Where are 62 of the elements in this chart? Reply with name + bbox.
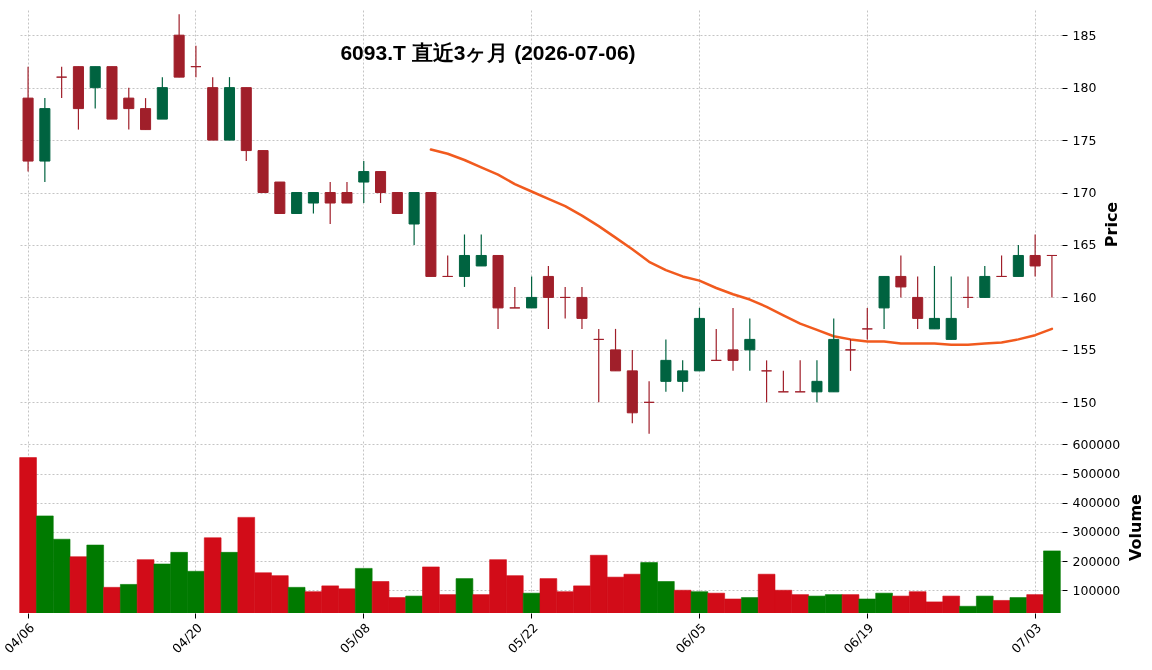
candlestick xyxy=(727,307,739,372)
candlestick xyxy=(391,192,403,215)
y-tick-label: 100000 xyxy=(1072,582,1121,598)
candlestick xyxy=(895,254,907,299)
candlestick xyxy=(542,265,554,330)
candlestick xyxy=(710,328,722,361)
candlestick xyxy=(442,254,454,278)
y-tick-label: 165 xyxy=(1072,237,1097,253)
y-tick-label: 170 xyxy=(1072,185,1097,201)
candlestick xyxy=(358,160,370,204)
candlestick xyxy=(89,66,101,110)
candlestick xyxy=(744,317,756,372)
candlestick xyxy=(677,359,689,393)
candlestick xyxy=(140,97,152,131)
candlestick xyxy=(375,170,387,204)
candlestick xyxy=(559,286,571,320)
candlestick xyxy=(593,328,605,403)
candlestick xyxy=(291,192,303,215)
candlestick xyxy=(341,181,353,204)
y-axis-title: Price xyxy=(1102,201,1122,248)
candlestick xyxy=(123,87,135,131)
y-tick-label: 600000 xyxy=(1072,437,1121,452)
candlestick xyxy=(190,45,202,78)
candlestick xyxy=(458,233,470,288)
candlestick xyxy=(979,265,991,299)
candlestick xyxy=(324,181,336,225)
y-axis-title: Volume xyxy=(1126,493,1146,561)
y-tick-label: 185 xyxy=(1072,27,1097,43)
y-tick-label: 300000 xyxy=(1072,524,1121,540)
candlestick xyxy=(811,359,823,403)
candlestick xyxy=(962,275,974,309)
candlestick xyxy=(576,286,588,330)
y-tick-label: 175 xyxy=(1072,132,1097,148)
candlestick xyxy=(794,359,806,393)
y-tick-label: 200000 xyxy=(1072,553,1121,569)
candlestick xyxy=(761,359,773,403)
y-tick-label: 500000 xyxy=(1072,466,1121,482)
line-series xyxy=(429,148,1054,346)
candlestick xyxy=(56,66,68,99)
candlestick xyxy=(1046,254,1058,299)
candlestick xyxy=(660,338,672,393)
candlestick xyxy=(844,338,857,372)
y-tick-label: 180 xyxy=(1072,80,1097,96)
candlestick xyxy=(1012,244,1024,278)
y-tick-label: 400000 xyxy=(1072,495,1121,511)
candlestick xyxy=(996,254,1008,278)
candlestick xyxy=(1029,233,1041,278)
candlestick xyxy=(307,191,319,215)
candlestick xyxy=(610,328,622,372)
candlestick xyxy=(912,275,924,330)
y-tick-label: 160 xyxy=(1072,289,1097,305)
candlestick xyxy=(526,275,538,309)
candlestick xyxy=(928,265,940,330)
candlestick xyxy=(861,307,873,340)
candlestick xyxy=(945,275,957,340)
y-tick-label: 155 xyxy=(1072,342,1097,358)
candlestick xyxy=(643,380,655,435)
text: 6093.T 直近3ヶ月 (2026-07-06) xyxy=(340,41,636,64)
candlestick xyxy=(475,233,487,267)
y-tick-label: 150 xyxy=(1072,394,1097,410)
candlestick xyxy=(509,286,521,309)
candlestick xyxy=(777,370,789,393)
